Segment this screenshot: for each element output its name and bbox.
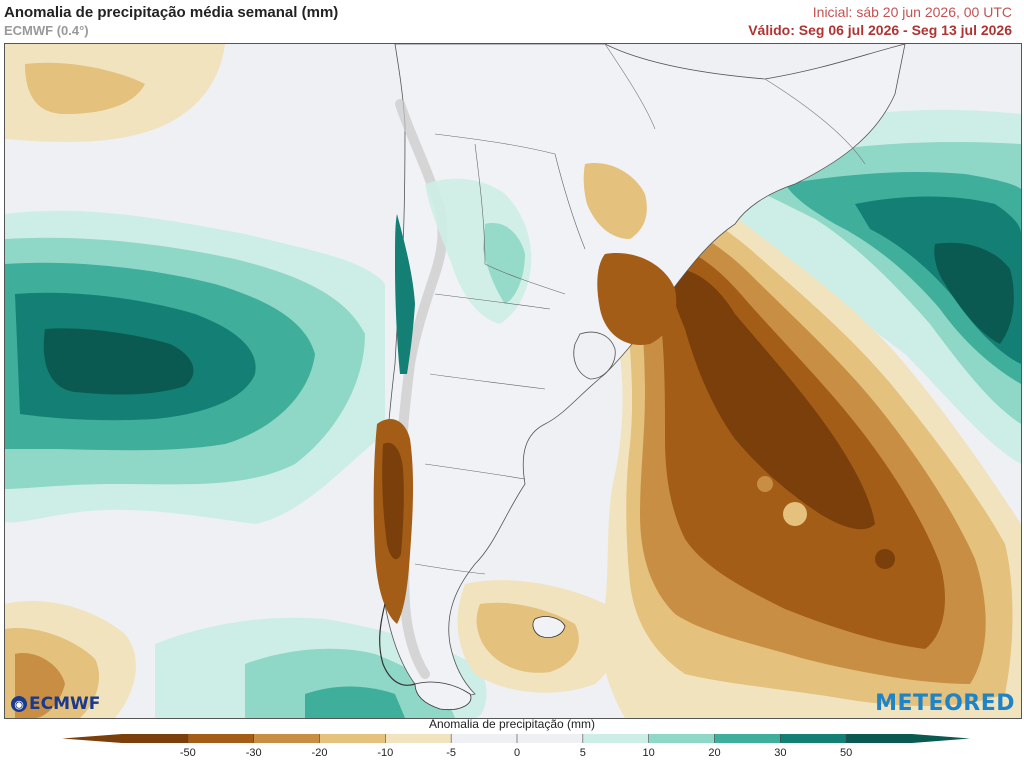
ecmwf-logo-text: ECMWF xyxy=(29,694,101,714)
colorbar-tick-label: 0 xyxy=(514,747,520,759)
colorbar-arrow-left xyxy=(62,734,122,743)
positive-anomaly-pacific xyxy=(5,210,385,525)
colorbar: -50 -30 -20 -10 -5 0 5 10 20 30 50 xyxy=(62,734,970,759)
colorbar-arrow-right xyxy=(912,734,970,743)
header-left: Anomalia de precipitação média semanal (… xyxy=(4,3,338,39)
colorbar-tick-label: -10 xyxy=(377,747,393,759)
colorbar-tick-label: 30 xyxy=(774,747,786,759)
colorbar-segment xyxy=(187,734,255,743)
map-title: Anomalia de precipitação média semanal (… xyxy=(4,4,339,21)
colorbar-segment xyxy=(780,734,847,743)
colorbar-segment xyxy=(846,734,913,743)
colorbar-tick-label: -5 xyxy=(446,747,456,759)
negative-anomaly-nw-pacific xyxy=(5,44,225,142)
colorbar-tick-label: -50 xyxy=(180,747,196,759)
valid-period: Válido: Seg 06 jul 2026 - Seg 13 jul 202… xyxy=(748,22,1012,38)
colorbar-segment xyxy=(517,734,584,743)
colorbar-segment xyxy=(582,734,650,743)
negative-anomaly-atlantic xyxy=(600,172,1021,718)
colorbar-label: Anomalia de precipitação (mm) xyxy=(428,717,596,731)
colorbar-tick-label: 20 xyxy=(708,747,720,759)
model-subtitle: ECMWF (0.4°) xyxy=(4,23,89,38)
colorbar-tick-label: -30 xyxy=(246,747,262,759)
colorbar-segment xyxy=(714,734,781,743)
colorbar-tick-label: 50 xyxy=(840,747,852,759)
map-canvas xyxy=(5,44,1021,718)
colorbar-segment xyxy=(385,734,452,743)
header-right: Inicial: sáb 20 jun 2026, 00 UTC Válido:… xyxy=(748,3,1012,39)
colorbar-tick-label: 10 xyxy=(643,747,655,759)
colorbar-tick-label: -20 xyxy=(312,747,328,759)
precipitation-anomaly-map: ◉ ECMWF METEORED xyxy=(4,43,1022,719)
meteored-logo: METEORED xyxy=(875,691,1015,716)
south-america-landmass xyxy=(373,44,906,711)
ecmwf-logo: ◉ ECMWF xyxy=(11,694,100,714)
negative-anomaly-sw-pacific xyxy=(5,600,136,718)
colorbar-tick-label: 5 xyxy=(580,747,586,759)
colorbar-segment xyxy=(451,734,518,743)
coastline-brazil xyxy=(604,44,866,165)
initial-time: Inicial: sáb 20 jun 2026, 00 UTC xyxy=(812,4,1012,20)
colorbar-segment xyxy=(648,734,715,743)
colorbar-segment xyxy=(253,734,320,743)
colorbar-segment xyxy=(319,734,386,743)
colorbar-segment xyxy=(122,734,189,743)
ecmwf-logo-icon: ◉ xyxy=(11,696,27,712)
